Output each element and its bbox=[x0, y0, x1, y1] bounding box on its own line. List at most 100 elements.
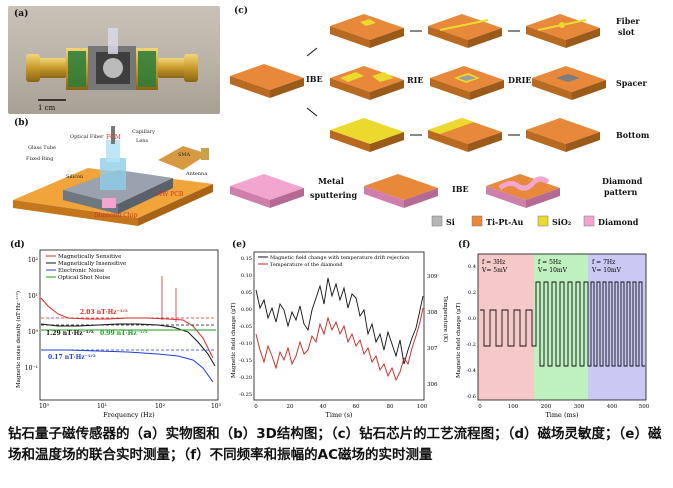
legend-sio2: SiO₂ bbox=[552, 217, 572, 227]
row-spacer: Spacer bbox=[616, 78, 648, 88]
ytick-f-1: 0.2 bbox=[468, 290, 476, 296]
xtick-f-5: 500 bbox=[639, 404, 650, 410]
step-ibe: IBE bbox=[306, 74, 323, 84]
xtick-f-4: 400 bbox=[607, 404, 618, 410]
row-diamond-pattern-2: pattern bbox=[604, 187, 637, 197]
series-ac-field bbox=[480, 281, 645, 367]
ytick-e-3: 0.00 bbox=[241, 307, 252, 313]
xtick-d-2: 10² bbox=[155, 403, 166, 410]
label-diamond-chip: Diamond Chip bbox=[94, 212, 138, 219]
segment-bg-1 bbox=[534, 254, 588, 400]
ytick-d-0: 10² bbox=[28, 257, 39, 264]
annotation-d-0: 2.03 nT·Hz⁻¹ᐟ² bbox=[80, 309, 128, 316]
ytick-e-0: 0.15 bbox=[241, 256, 252, 262]
panel-b-3d-structure: (b) Optical Fiber Glass Tube Fixed Ring … bbox=[8, 118, 220, 236]
label-silicon: Silicon bbox=[66, 174, 84, 180]
panel-c-process-flow: (c) IBE Fiber slot RIE bbox=[224, 6, 668, 234]
device-photo: 1 cm bbox=[26, 28, 198, 112]
step-sputtering: sputtering bbox=[310, 190, 357, 200]
xtick-f-3: 300 bbox=[574, 404, 585, 410]
segment-f-2: f = 7Hz bbox=[592, 259, 615, 266]
ytick-f-5: -0.6 bbox=[466, 394, 476, 400]
process-legend: Si Ti-Pt-Au SiO₂ Diamond bbox=[431, 215, 639, 227]
segment-v-0: V= 5mV bbox=[481, 267, 508, 274]
ytick-e-4: -0.05 bbox=[239, 324, 252, 330]
label-glass-tube: Glass Tube bbox=[28, 145, 56, 151]
row-fiber-slot-1: Fiber bbox=[616, 16, 640, 26]
xtick-e-3: 60 bbox=[353, 404, 360, 410]
annotation-d-2: 0.99 nT·Hz⁻¹ᐟ² bbox=[100, 330, 148, 337]
panel-b-label: (b) bbox=[14, 118, 29, 128]
annotation-d-1: 1.29 nT·Hz⁻¹ᐟ² bbox=[46, 330, 94, 337]
segment-f-1: f = 5Hz bbox=[538, 259, 561, 266]
ytick-f-4: -0.4 bbox=[466, 368, 476, 374]
ytick-f-0: 0.4 bbox=[468, 264, 476, 270]
panel-c-label: (c) bbox=[234, 6, 248, 16]
ytick-f-3: -0.2 bbox=[466, 342, 476, 348]
series-insensitive bbox=[40, 323, 216, 367]
y2label-e: Temperature (K) bbox=[442, 296, 449, 342]
row-diamond-pattern-1: Diamond bbox=[602, 176, 643, 186]
legend-d-2: Electronic Noise bbox=[58, 268, 104, 274]
series-field-change bbox=[255, 277, 424, 365]
segment-v-1: V= 10mV bbox=[537, 267, 568, 274]
step-drie: DRIE bbox=[508, 75, 531, 85]
ytick-d-3: 10⁻¹ bbox=[25, 365, 38, 372]
y2tick-e-0: 309 bbox=[427, 274, 438, 280]
ylabel-d: Magnetic noise density (nT·Hz⁻¹ᐟ²) bbox=[15, 291, 22, 388]
xtick-d-1: 10¹ bbox=[97, 403, 107, 410]
panel-f-ac-field: (f) f = 3Hz V= 5mV f = 5Hz V= 10mV f = 7… bbox=[452, 238, 668, 420]
ytick-e-5: -0.10 bbox=[239, 341, 252, 347]
segment-bg-0 bbox=[478, 254, 534, 400]
step-rie: RIE bbox=[407, 75, 424, 85]
y2tick-e-3: 306 bbox=[427, 382, 438, 388]
figure-caption: 钻石量子磁传感器的（a）实物图和（b）3D结构图；（c）钻石芯片的工艺流程图；（… bbox=[8, 426, 662, 463]
annotation-d-3: 0.17 nT·Hz⁻¹ᐟ² bbox=[48, 354, 96, 361]
xtick-e-2: 40 bbox=[320, 404, 327, 410]
xtick-f-2: 200 bbox=[541, 404, 552, 410]
ylabel-e: Magnetic field change (μT) bbox=[230, 303, 237, 378]
ytick-f-2: 0.0 bbox=[468, 316, 476, 322]
label-lens: Lens bbox=[136, 138, 148, 144]
legend-diamond: Diamond bbox=[598, 217, 639, 227]
panel-d-label: (d) bbox=[10, 240, 25, 250]
row-fiber-slot-2: slot bbox=[618, 27, 635, 37]
ytick-d-1: 10¹ bbox=[28, 293, 38, 300]
row-bottom: Bottom bbox=[616, 130, 650, 140]
noise-chart: Magnetically Sensitive Magnetically Inse… bbox=[15, 249, 222, 419]
ylabel-f: Magnetic field change (μT) bbox=[455, 303, 462, 378]
process-diagram: IBE Fiber slot RIE DRIE Spac bbox=[230, 14, 650, 227]
ytick-e-8: -0.25 bbox=[239, 392, 252, 398]
panel-a-label: (a) bbox=[14, 9, 29, 19]
chip-start bbox=[230, 64, 304, 98]
xlabel-f: Time (ms) bbox=[545, 411, 579, 419]
legend-d-0: Magnetically Sensitive bbox=[58, 254, 121, 260]
scale-bar-text: 1 cm bbox=[38, 104, 56, 112]
label-fcm: FCM bbox=[106, 134, 121, 141]
ytick-d-2: 10⁰ bbox=[28, 329, 39, 336]
legend-si: Si bbox=[446, 217, 455, 227]
xtick-f-1: 100 bbox=[508, 404, 519, 410]
label-optical-fiber: Optical Fiber bbox=[70, 134, 104, 140]
legend-tipta: Ti-Pt-Au bbox=[486, 217, 524, 227]
ytick-e-6: -0.15 bbox=[239, 358, 252, 364]
legend-e-1: Temperature of the diamond bbox=[270, 262, 343, 268]
xtick-d-0: 10⁰ bbox=[39, 403, 50, 410]
ytick-e-7: -0.20 bbox=[239, 375, 252, 381]
xlabel-d: Frequency (Hz) bbox=[103, 411, 155, 419]
label-capillary: Capillary bbox=[132, 129, 155, 135]
legend-d-1: Magnetically Insensitive bbox=[58, 261, 126, 267]
panel-e-label: (e) bbox=[232, 240, 247, 250]
noise-curves bbox=[40, 276, 216, 383]
label-fixed-ring: Fixed Ring bbox=[26, 156, 54, 162]
ytick-e-2: 0.05 bbox=[241, 290, 252, 296]
legend-d-3: Optical Shot Noise bbox=[58, 275, 110, 281]
panel-f-label: (f) bbox=[458, 240, 471, 250]
xtick-e-0: 0 bbox=[254, 404, 258, 410]
structure-diagram: Optical Fiber Glass Tube Fixed Ring FCM … bbox=[13, 126, 213, 226]
segment-v-2: V= 10mV bbox=[591, 267, 622, 274]
step-metal: Metal bbox=[318, 176, 344, 186]
label-sma: SMA bbox=[178, 152, 191, 158]
xtick-e-5: 100 bbox=[417, 404, 428, 410]
label-mw-pcb: MW PCB bbox=[156, 191, 184, 198]
